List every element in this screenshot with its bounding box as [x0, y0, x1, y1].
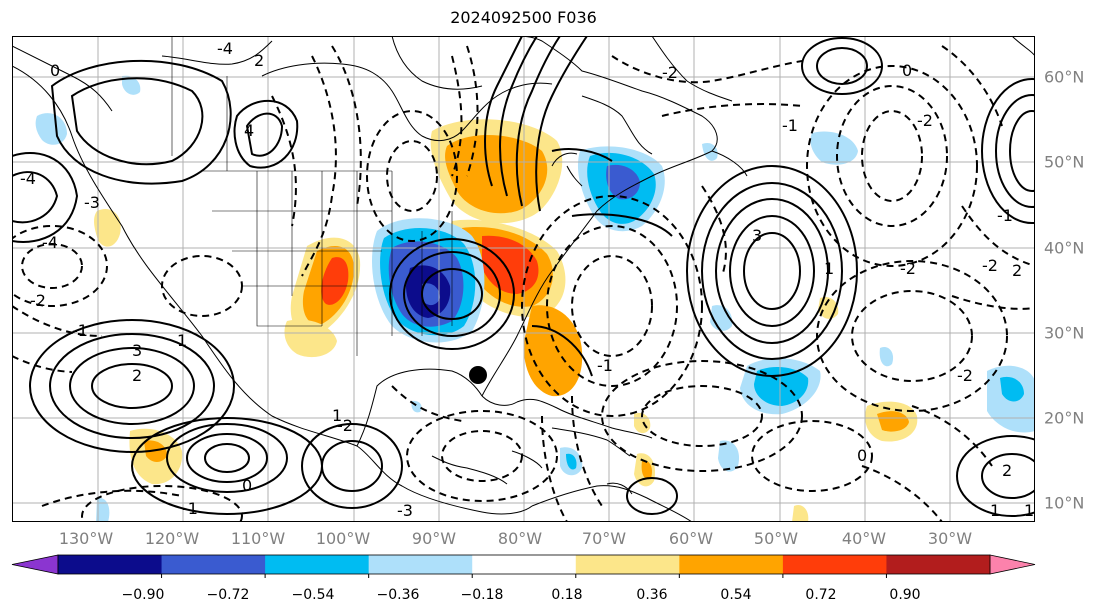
colorbar-swatch: [886, 555, 991, 574]
dashed-contours: [12, 45, 1035, 522]
colorbar-swatch: [368, 555, 473, 574]
colorbar-tick-label: −0.18: [460, 587, 504, 603]
solid-contours: [12, 36, 1035, 517]
contour-label: -4: [217, 39, 233, 58]
lon-label: 120°W: [144, 529, 200, 548]
contour-label: 2: [254, 51, 264, 70]
contour-label: -4: [42, 233, 58, 252]
lon-label: 80°W: [497, 529, 543, 548]
colorbar-tick-label: −0.54: [291, 587, 335, 603]
contour-label: 3: [752, 226, 762, 245]
colorbar-swatch: [161, 555, 266, 574]
colorbar: [11, 554, 1036, 578]
map-panel: 0 -4 -3 -4 -2 -1 1 2 3 4 -4 2 3 1 0 -2 0…: [12, 36, 1035, 522]
colorbar-swatch: [782, 555, 887, 574]
lon-label: 100°W: [315, 529, 371, 548]
contour-label: 0: [902, 61, 912, 80]
colorbar-swatch: [472, 555, 577, 574]
contour-label: -1: [182, 499, 198, 518]
colorbar-tick-label: −0.72: [206, 587, 250, 603]
lat-label: 40°N: [1044, 238, 1085, 258]
contour-label: -1: [997, 206, 1013, 225]
lat-label: 50°N: [1044, 152, 1085, 172]
contour-label: -3: [84, 193, 100, 212]
colorbar-extend-min: [11, 554, 59, 575]
colorbar-swatches: [11, 554, 1036, 575]
colorbar-tick-label: −0.36: [376, 587, 420, 603]
colorbar-swatch: [265, 555, 370, 574]
contour-label: -2: [917, 111, 933, 130]
colorbar-swatch: [679, 555, 784, 574]
contour-label: -2: [30, 291, 46, 310]
contour-label: -2: [662, 63, 678, 82]
colorbar-swatch: [575, 555, 680, 574]
contour-label: 2: [132, 366, 142, 385]
contour-label: -3: [397, 501, 413, 520]
lon-label: 130°W: [58, 529, 114, 548]
contour-label: -1: [782, 116, 798, 135]
contour-label: 0: [242, 476, 252, 495]
lon-label: 110°W: [230, 529, 286, 548]
storm-center-marker: [469, 366, 487, 384]
contour-label: -2: [337, 416, 353, 435]
contour-label: 1: [824, 259, 834, 278]
contour-label: -2: [982, 256, 998, 275]
contour-labels: 0 -4 -3 -4 -2 -1 1 2 3 4 -4 2 3 1 0 -2 0…: [20, 39, 1034, 520]
contour-label: 2: [1012, 261, 1022, 280]
colorbar-tick-label: 0.72: [805, 587, 837, 603]
lon-label: 60°W: [668, 529, 714, 548]
contour-label: -2: [957, 366, 973, 385]
lon-label: 40°W: [841, 529, 887, 548]
contour-label: 2: [1002, 461, 1012, 480]
colorbar-tick-label: 0.90: [889, 587, 921, 603]
lat-label: 30°N: [1044, 323, 1085, 343]
contour-label: -4: [20, 169, 36, 188]
contour-label: 1: [990, 501, 1000, 520]
colorbar-tick-label: −0.90: [121, 587, 165, 603]
contour-label: 1: [177, 331, 187, 350]
lon-label: 50°W: [753, 529, 799, 548]
colorbar-tick-label: 0.18: [551, 587, 583, 603]
lat-label: 20°N: [1044, 408, 1085, 428]
contour-label: -1: [597, 356, 613, 375]
contour-label: -1: [72, 321, 88, 340]
lon-label: 70°W: [581, 529, 627, 548]
contour-label: 0: [50, 61, 60, 80]
map-frame: [12, 36, 1035, 522]
colorbar-swatch: [58, 555, 163, 574]
contour-label: 3: [132, 341, 142, 360]
contour-label: 1: [332, 406, 342, 425]
contour-label: 0: [857, 446, 867, 465]
colorbar-outline: [57, 554, 991, 575]
lon-label: 30°W: [927, 529, 973, 548]
colorbar-tick-label: 0.36: [636, 587, 668, 603]
lat-label: 60°N: [1044, 67, 1085, 87]
contour-label: 1: [1024, 501, 1034, 520]
contour-label: -2: [900, 259, 916, 278]
contour-label: 4: [244, 121, 254, 140]
colorbar-tick-label: 0.54: [720, 587, 752, 603]
colorbar-extend-max: [989, 554, 1036, 575]
map-title: 2024092500 F036: [450, 8, 597, 27]
lat-label: 10°N: [1044, 493, 1085, 513]
lon-label: 90°W: [411, 529, 457, 548]
